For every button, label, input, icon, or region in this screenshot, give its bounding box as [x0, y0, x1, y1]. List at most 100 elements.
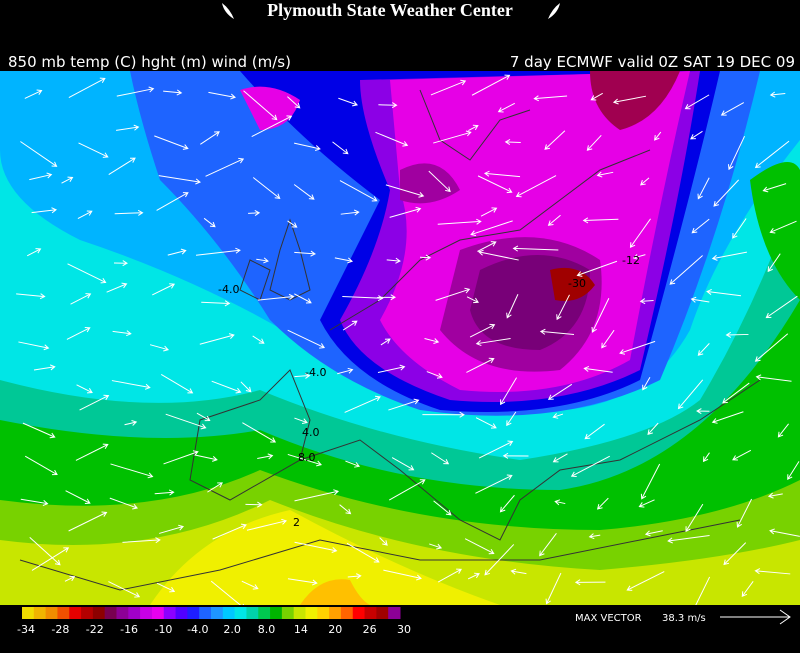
- wind-arrow: [702, 452, 710, 463]
- wind-arrow: [539, 328, 575, 336]
- colorbar-swatch: [270, 607, 283, 619]
- wind-arrow: [596, 171, 614, 178]
- coastlines: [19, 89, 761, 591]
- wind-arrow: [471, 74, 511, 96]
- wind-arrow: [552, 453, 568, 463]
- wind-arrow: [430, 79, 467, 96]
- wind-arrow: [294, 142, 321, 151]
- wind-arrow: [208, 91, 236, 100]
- colorbar-swatch: [258, 607, 271, 619]
- wind-arrow: [722, 382, 750, 404]
- wind-arrow: [545, 572, 562, 605]
- wind-arrow: [22, 422, 56, 439]
- wind-arrow: [429, 543, 443, 550]
- wind-arrow: [67, 263, 107, 284]
- wind-arrow: [435, 287, 471, 301]
- wind-arrow: [554, 499, 566, 506]
- wind-arrow: [212, 523, 247, 540]
- wind-arrow: [338, 97, 358, 107]
- wind-arrow: [556, 294, 570, 321]
- wind-arrow: [467, 572, 480, 580]
- wind-arrow: [377, 294, 396, 301]
- wind-arrow: [647, 422, 659, 436]
- wind-arrow: [294, 417, 308, 425]
- colorbar-label: -34: [17, 623, 35, 636]
- wind-arrow: [31, 547, 70, 571]
- contour-label: 2: [293, 516, 300, 529]
- wind-arrow: [211, 380, 242, 394]
- wind-arrow: [113, 260, 128, 267]
- wind-arrow: [108, 157, 136, 175]
- wind-arrow: [639, 298, 654, 305]
- wind-arrow: [777, 423, 789, 438]
- wind-arrow: [165, 413, 207, 430]
- wind-arrow: [293, 184, 315, 200]
- colorbar-swatch: [199, 607, 212, 619]
- contour-label: 8.0: [298, 451, 316, 464]
- wind-arrow: [159, 524, 185, 534]
- colorbar-swatch: [163, 607, 177, 619]
- wind-arrow: [29, 172, 53, 181]
- colorbar-swatch: [281, 607, 295, 619]
- wind-arrow: [426, 371, 443, 379]
- wind-arrow: [583, 365, 613, 373]
- wind-arrow: [112, 330, 132, 337]
- wind-arrow: [163, 450, 199, 465]
- wind-arrow: [736, 498, 753, 528]
- wind-arrow: [33, 364, 56, 371]
- wind-arrow: [240, 381, 252, 393]
- wind-arrow: [77, 210, 93, 219]
- wind-arrow: [287, 96, 301, 109]
- wind-arrow: [601, 329, 615, 349]
- colorbar: -34 -28 -22 -16 -10 -4.0 2.0 8.0 14 20 26 30: [17, 607, 411, 636]
- wind-arrow: [167, 248, 187, 256]
- field: [750, 162, 800, 300]
- wind-arrow: [711, 251, 748, 261]
- wind-arrow: [294, 372, 311, 379]
- logo-right: [548, 3, 560, 19]
- wind-arrow: [122, 537, 161, 544]
- colorbar-label: 8.0: [258, 623, 276, 636]
- wind-arrow: [116, 86, 155, 97]
- wind-arrow: [388, 479, 426, 501]
- wind-arrow: [20, 498, 49, 506]
- wind-arrow: [500, 377, 517, 406]
- wind-arrow: [65, 490, 91, 504]
- wind-arrow: [294, 489, 340, 502]
- contour-label: -4.0: [218, 283, 239, 296]
- wind-arrow: [24, 455, 58, 476]
- wind-arrow: [66, 326, 91, 340]
- colorbar-swatch: [234, 607, 247, 619]
- wind-arrow: [154, 135, 189, 150]
- wind-arrow: [640, 177, 650, 186]
- wind-arrow: [725, 331, 749, 338]
- wind-arrow: [68, 77, 106, 99]
- wind-arrow: [31, 207, 57, 214]
- colorbar-label: -22: [86, 623, 104, 636]
- wind-arrow: [576, 260, 618, 277]
- wind-arrow: [433, 130, 472, 144]
- wind-arrow: [241, 580, 259, 590]
- wind-arrow: [544, 130, 566, 150]
- wind-arrow: [769, 528, 800, 537]
- wind-arrow: [64, 575, 76, 582]
- wind-arrow: [713, 179, 740, 207]
- wind-arrow: [437, 218, 482, 225]
- wind-arrow: [160, 374, 194, 394]
- field: [550, 267, 595, 301]
- wind-arrow: [669, 255, 703, 285]
- colorbar-swatch: [317, 607, 330, 619]
- wind-arrow: [466, 357, 495, 373]
- wind-arrow: [591, 298, 610, 333]
- wind-arrow: [68, 511, 108, 532]
- colorbar-swatch: [57, 607, 70, 619]
- wind-arrow: [642, 376, 651, 391]
- wind-arrow: [251, 115, 293, 138]
- wind-arrow: [506, 411, 517, 427]
- colorbar-swatch: [376, 607, 389, 619]
- wind-arrow: [205, 157, 245, 177]
- wind-arrow: [787, 461, 800, 481]
- wind-arrow: [124, 420, 138, 426]
- wind-arrow: [156, 192, 189, 211]
